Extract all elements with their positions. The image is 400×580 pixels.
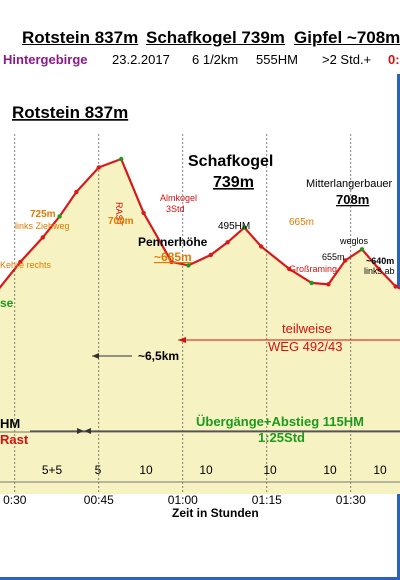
profile-point bbox=[18, 259, 23, 265]
uebergaenge-label: Übergänge+Abstieg 115HM bbox=[196, 414, 364, 429]
teilweise-label: teilweise bbox=[282, 321, 332, 336]
profile-point bbox=[57, 214, 62, 219]
x-tick-label: 00:45 bbox=[84, 493, 114, 507]
segment-time-labels: 5+5 5 10 10 10 10 10 bbox=[42, 463, 387, 477]
x-axis-title: Zeit in Stunden bbox=[172, 506, 259, 520]
left-arrowhead bbox=[77, 428, 84, 434]
segment-time-label: 10 bbox=[199, 463, 213, 477]
profile-point bbox=[186, 263, 191, 268]
x-tick-label: 01:00 bbox=[168, 493, 198, 507]
date-label: 23.2.2017 bbox=[112, 52, 170, 67]
header: Rotstein 837m Schafkogel 739m Gipfel ~70… bbox=[0, 0, 400, 74]
pennerhoehe-alt: ~685m bbox=[154, 250, 192, 264]
alt-655: 655m bbox=[322, 252, 345, 262]
profile-point bbox=[40, 235, 45, 240]
profile-point bbox=[343, 258, 348, 263]
profile-point bbox=[96, 165, 102, 170]
links-ziehweg-label: links Ziehweg bbox=[15, 221, 70, 231]
left-rast-label: Rast bbox=[0, 432, 29, 447]
profile-point bbox=[74, 189, 79, 195]
uebergaenge-time: 1:25Std bbox=[258, 430, 305, 445]
segment-time-label: 10 bbox=[139, 463, 153, 477]
grossraming-label: Großraming bbox=[289, 264, 337, 274]
profile-point bbox=[141, 210, 146, 216]
profile-point bbox=[119, 156, 124, 162]
schafkogel-label: Schafkogel bbox=[188, 153, 273, 170]
alt-640: ~640m bbox=[366, 256, 394, 266]
ascent-label: 555HM bbox=[256, 52, 298, 67]
profile-point bbox=[309, 280, 314, 286]
rast-label: RAST bbox=[114, 202, 124, 227]
segment-time-label: 5 bbox=[95, 463, 102, 477]
schafkogel-alt: 739m bbox=[213, 174, 254, 191]
grid-lines bbox=[14, 134, 352, 494]
weglos-label: weglos bbox=[339, 236, 369, 246]
x-tick-label: 01:15 bbox=[252, 493, 282, 507]
x-tick-labels: 0:30 00:45 01:00 01:15 01:30 bbox=[3, 493, 366, 507]
profile-point bbox=[225, 240, 230, 245]
mitterlangerbauer-label: Mitterlangerbauer bbox=[306, 178, 393, 190]
segment-time-label: 10 bbox=[263, 463, 277, 477]
uebergaenge-arrowhead bbox=[84, 428, 91, 434]
weg-arrowhead bbox=[178, 337, 186, 343]
region-label: Hintergebirge bbox=[3, 52, 88, 67]
profile-point bbox=[393, 284, 398, 289]
segment-time-label: 5+5 bbox=[42, 463, 63, 477]
extra-label: 0: bbox=[388, 52, 400, 67]
pennerhoehe-label: Pennerhöhe bbox=[138, 235, 208, 249]
profile-area bbox=[0, 159, 400, 494]
x-tick-label: 0:30 bbox=[3, 493, 27, 507]
peak-title-gipfel: Gipfel ~708m bbox=[294, 28, 400, 47]
left-se-label: se bbox=[0, 296, 14, 310]
distance-label: 6 1/2km bbox=[192, 52, 239, 67]
links-ab-label: links ab bbox=[364, 266, 395, 276]
segment-time-label: 10 bbox=[373, 463, 387, 477]
left-hm-label: HM bbox=[0, 416, 20, 431]
almkogel-time: 3Std bbox=[166, 204, 185, 214]
hm-495-label: 495HM bbox=[218, 221, 250, 232]
kehre-rechts-label: Kehre rechts bbox=[0, 260, 52, 270]
x-tick-label: 01:30 bbox=[336, 493, 366, 507]
distance-arrowhead bbox=[92, 353, 99, 359]
rotstein-label: Rotstein 837m bbox=[12, 103, 128, 122]
segment-time-label: 10 bbox=[323, 463, 337, 477]
profile-point bbox=[208, 252, 213, 258]
profile-point bbox=[169, 259, 174, 265]
alt-700: 700m bbox=[108, 216, 134, 227]
elevation-chart: 0:30 00:45 01:00 01:15 01:30 5+5 5 10 10 10 10 10 … bbox=[0, 103, 400, 520]
almkogel-label: Almkogel bbox=[160, 193, 197, 203]
profile-markers bbox=[0, 156, 398, 291]
distance-label-chart: ~6,5km bbox=[138, 349, 179, 363]
profile-point bbox=[376, 266, 381, 272]
duration-label: >2 Std.+ bbox=[322, 52, 372, 67]
profile-line bbox=[0, 157, 400, 290]
peak-title-schafkogel: Schafkogel 739m bbox=[146, 28, 285, 47]
alt-665: 665m bbox=[289, 217, 314, 228]
profile-point bbox=[259, 244, 264, 249]
weg-label: WEG 492/43 bbox=[268, 339, 342, 354]
mitter-alt: 708m bbox=[336, 192, 369, 207]
peak-title-rotstein: Rotstein 837m bbox=[22, 28, 139, 47]
alt-725: 725m bbox=[30, 209, 56, 220]
profile-point bbox=[287, 266, 292, 272]
profile-point bbox=[242, 225, 247, 230]
profile-point bbox=[359, 247, 365, 252]
profile-point bbox=[326, 282, 331, 287]
